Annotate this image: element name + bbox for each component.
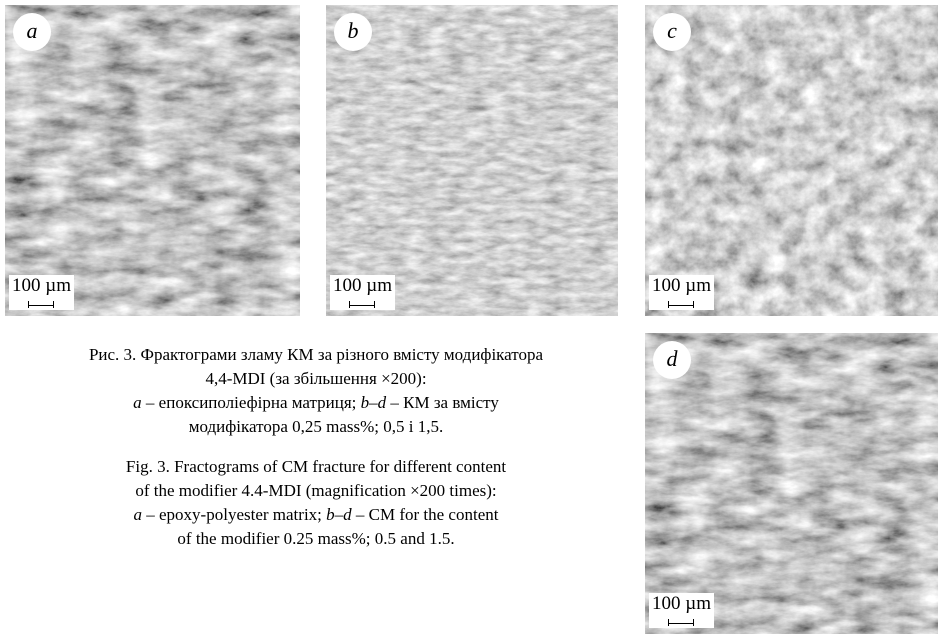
panel-label: a: [13, 13, 51, 51]
caption-line: a – епоксиполіефірна матриця; b–d – КМ з…: [0, 391, 632, 415]
caption-text: Рис. 3. Фрактограми зламу КМ за різного …: [89, 345, 543, 364]
micrograph: d 100 µm: [645, 333, 938, 634]
caption-text: – epoxy-polyester matrix;: [142, 505, 326, 524]
caption-text: Fig. 3. Fractograms of CM fracture for d…: [126, 457, 506, 476]
caption-en: Fig. 3. Fractograms of CM fracture for d…: [0, 455, 632, 551]
caption-uk: Рис. 3. Фрактограми зламу КМ за різного …: [0, 343, 632, 439]
page: a 100 µm b 100 µm c 100 µm d 100 µm Рис.…: [0, 0, 938, 634]
scale-bar: 100 µm: [649, 275, 714, 310]
scale-line: [668, 297, 694, 306]
caption-line: Рис. 3. Фрактограми зламу КМ за різного …: [0, 343, 632, 367]
caption-text: 4,4-MDI (за збільшення ×200):: [205, 369, 426, 388]
micrograph: a 100 µm: [5, 5, 300, 316]
caption-text: – епоксиполіефірна матриця;: [142, 393, 361, 412]
panel-label: b: [334, 13, 372, 51]
texture: [5, 5, 300, 316]
caption-italic: b–d: [326, 505, 352, 524]
caption-line: a – epoxy-polyester matrix; b–d – CM for…: [0, 503, 632, 527]
caption-line: модифікатора 0,25 mass%; 0,5 і 1,5.: [0, 415, 632, 439]
caption-line: of the modifier 4.4-MDI (magnification ×…: [0, 479, 632, 503]
scale-bar: 100 µm: [649, 593, 714, 628]
scale-line: [668, 615, 694, 624]
caption-italic: a: [133, 393, 142, 412]
scale-label: 100 µm: [652, 275, 711, 297]
micrograph: b 100 µm: [326, 5, 618, 316]
scale-label: 100 µm: [12, 275, 71, 297]
caption-line: of the modifier 0.25 mass%; 0.5 and 1.5.: [0, 527, 632, 551]
scale-label: 100 µm: [333, 275, 392, 297]
caption-line: Fig. 3. Fractograms of CM fracture for d…: [0, 455, 632, 479]
panel-label: c: [653, 13, 691, 51]
scale-bar: 100 µm: [9, 275, 74, 310]
scale-label: 100 µm: [652, 593, 711, 615]
scale-bar: 100 µm: [330, 275, 395, 310]
caption-text: – CM for the content: [352, 505, 499, 524]
caption-text: of the modifier 0.25 mass%; 0.5 and 1.5.: [177, 529, 454, 548]
panel-label: d: [653, 341, 691, 379]
caption-line: 4,4-MDI (за збільшення ×200):: [0, 367, 632, 391]
texture: [326, 5, 618, 316]
caption-text: of the modifier 4.4-MDI (magnification ×…: [135, 481, 496, 500]
caption-italic: b–d: [361, 393, 387, 412]
scale-line: [28, 297, 54, 306]
caption-italic: a: [134, 505, 143, 524]
caption-text: – КМ за вмісту: [386, 393, 499, 412]
caption-text: модифікатора 0,25 mass%; 0,5 і 1,5.: [189, 417, 443, 436]
texture: [645, 5, 938, 316]
scale-line: [349, 297, 375, 306]
texture: [645, 333, 938, 634]
micrograph: c 100 µm: [645, 5, 938, 316]
